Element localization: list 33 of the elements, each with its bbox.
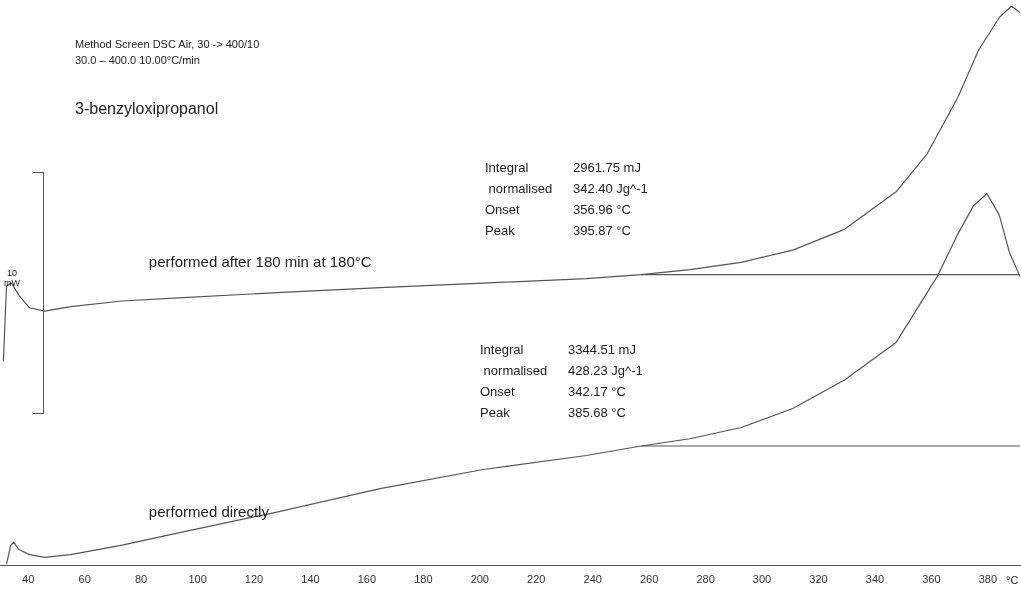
annotation: 30.0 – 400.0 10.00°C/min [75, 54, 200, 66]
x-tick-label: 260 [639, 573, 659, 586]
x-tick-label: 220 [527, 573, 546, 586]
x-tick-label: 320 [809, 573, 828, 586]
x-tick-label: 300 [752, 573, 772, 586]
x-tick-label: 100 [188, 573, 207, 586]
text: Peak 385.68 °C [480, 405, 626, 420]
text: normalised 428.23 Jg^-1 [483, 363, 643, 378]
text: Onset 356.96 °C [485, 202, 631, 217]
x-tick-label: 60 [78, 573, 91, 586]
x-tick-label: 160 [357, 573, 377, 586]
series-label: performed after 180 min at 180°C [148, 252, 372, 270]
x-tick-label: 240 [583, 573, 602, 586]
x-tick-label: 180 [414, 573, 433, 586]
text: normalised 342.40 Jg^-1 [488, 181, 648, 196]
x-tick-label: 380 [978, 573, 997, 586]
annotation: Method Screen DSC Air, 30 -> 400/10 [75, 38, 260, 50]
x-tick-label: 200 [470, 573, 489, 586]
x-tick-label: 360 [922, 573, 941, 586]
x-tick-label: 340 [865, 573, 885, 586]
annotation: 10 mW [4, 268, 20, 288]
text: Onset 342.17 °C [480, 384, 626, 399]
x-tick-label: 140 [301, 573, 320, 586]
text: Peak 395.87 °C [485, 223, 631, 238]
x-axis-title: °C [1006, 573, 1019, 586]
x-tick-label: 80 [134, 573, 148, 586]
x-tick-label: 280 [696, 573, 715, 586]
text: Integral 2961.75 mJ [485, 160, 641, 175]
text: Integral 3344.51 mJ [480, 342, 636, 357]
x-tick-label: 40 [22, 573, 35, 586]
series-label: performed directly [148, 502, 270, 520]
x-tick-label: 120 [244, 573, 264, 586]
text: 3-benzyloxipropanol [75, 100, 219, 118]
